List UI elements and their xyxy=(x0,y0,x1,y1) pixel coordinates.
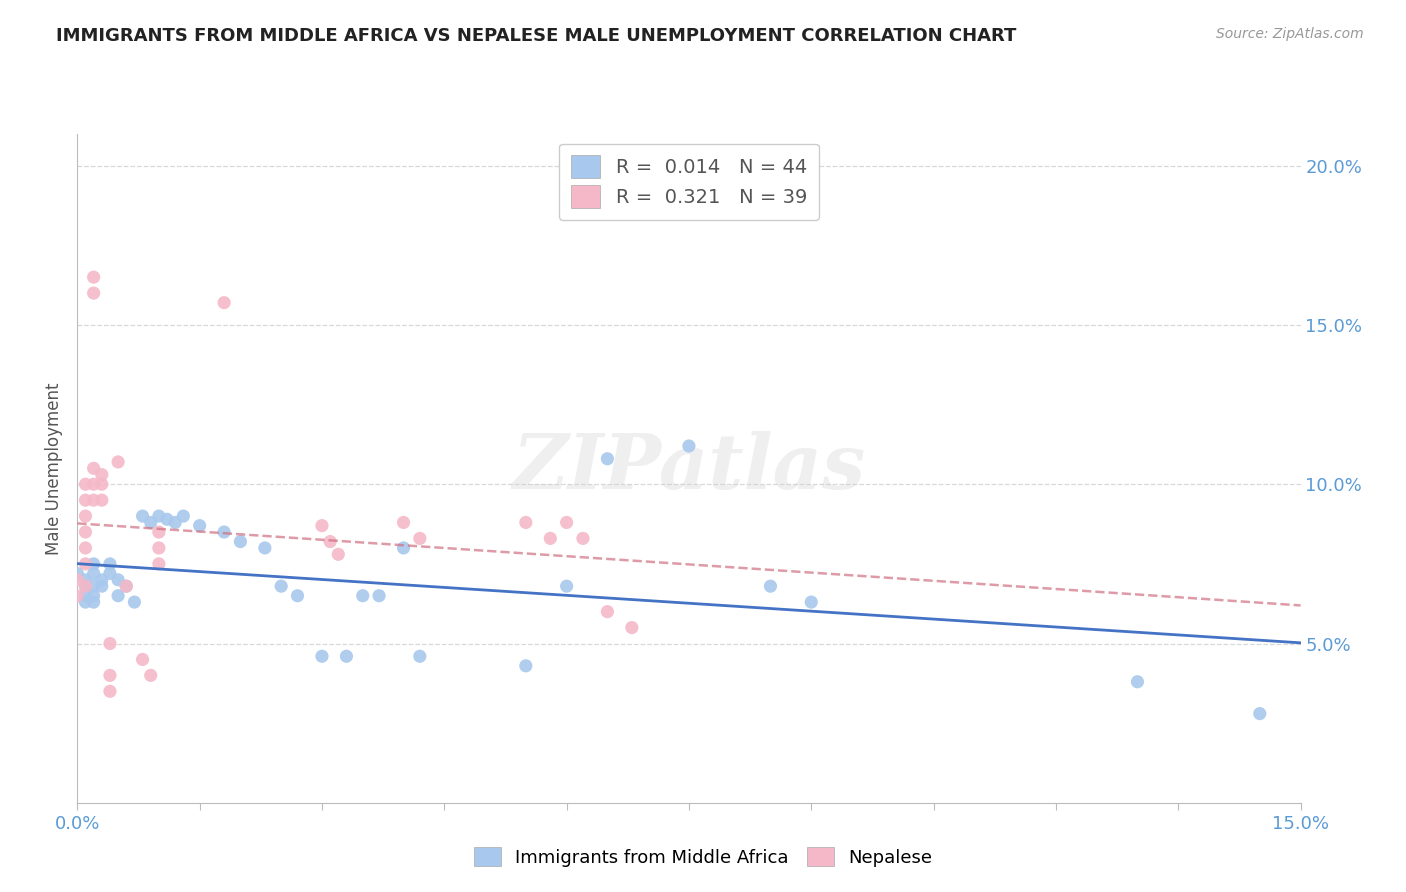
Point xyxy=(115,579,138,593)
Point xyxy=(596,451,619,466)
Point xyxy=(555,579,578,593)
Point xyxy=(75,579,97,593)
Point xyxy=(90,573,112,587)
Point xyxy=(212,295,235,310)
Point xyxy=(311,518,333,533)
Point xyxy=(83,270,105,285)
Point xyxy=(75,579,97,593)
Point xyxy=(66,589,89,603)
Point xyxy=(98,557,121,571)
Point xyxy=(270,579,292,593)
Point xyxy=(759,579,782,593)
Point xyxy=(800,595,823,609)
Point xyxy=(75,573,97,587)
Point xyxy=(75,493,97,508)
Point xyxy=(98,566,121,581)
Point xyxy=(66,573,89,587)
Point xyxy=(75,509,97,524)
Point xyxy=(124,595,146,609)
Point xyxy=(148,557,170,571)
Point xyxy=(90,467,112,482)
Legend: Immigrants from Middle Africa, Nepalese: Immigrants from Middle Africa, Nepalese xyxy=(467,840,939,874)
Point xyxy=(172,509,194,524)
Point xyxy=(66,566,89,581)
Point xyxy=(98,668,121,682)
Y-axis label: Male Unemployment: Male Unemployment xyxy=(45,382,63,555)
Point xyxy=(1126,674,1149,689)
Point xyxy=(328,547,350,561)
Point xyxy=(409,532,432,546)
Point xyxy=(515,516,537,530)
Point xyxy=(392,516,415,530)
Point xyxy=(212,524,235,539)
Point xyxy=(148,524,170,539)
Text: IMMIGRANTS FROM MIDDLE AFRICA VS NEPALESE MALE UNEMPLOYMENT CORRELATION CHART: IMMIGRANTS FROM MIDDLE AFRICA VS NEPALES… xyxy=(56,27,1017,45)
Text: Source: ZipAtlas.com: Source: ZipAtlas.com xyxy=(1216,27,1364,41)
Point xyxy=(98,636,121,650)
Point xyxy=(90,477,112,491)
Point xyxy=(678,439,700,453)
Point xyxy=(555,516,578,530)
Point xyxy=(107,589,129,603)
Point xyxy=(131,652,153,666)
Point xyxy=(368,589,391,603)
Point xyxy=(148,509,170,524)
Point xyxy=(156,512,179,526)
Point xyxy=(1249,706,1271,721)
Point xyxy=(115,579,138,593)
Point xyxy=(515,658,537,673)
Point xyxy=(253,541,276,555)
Point xyxy=(165,516,187,530)
Point xyxy=(83,557,105,571)
Point xyxy=(75,589,97,603)
Point xyxy=(75,541,97,555)
Point xyxy=(83,595,105,609)
Point xyxy=(352,589,374,603)
Point xyxy=(83,461,105,475)
Point xyxy=(409,649,432,664)
Point xyxy=(75,524,97,539)
Point xyxy=(107,573,129,587)
Point xyxy=(319,534,342,549)
Point xyxy=(392,541,415,555)
Point xyxy=(83,589,105,603)
Point xyxy=(83,493,105,508)
Point xyxy=(139,668,162,682)
Point xyxy=(139,516,162,530)
Text: ZIPatlas: ZIPatlas xyxy=(512,432,866,505)
Point xyxy=(335,649,357,664)
Point xyxy=(83,579,105,593)
Point xyxy=(75,477,97,491)
Point xyxy=(596,605,619,619)
Point xyxy=(572,532,595,546)
Point xyxy=(229,534,252,549)
Point xyxy=(83,566,105,581)
Point xyxy=(90,493,112,508)
Point xyxy=(107,455,129,469)
Point xyxy=(311,649,333,664)
Point xyxy=(75,595,97,609)
Point xyxy=(90,579,112,593)
Point xyxy=(131,509,153,524)
Point xyxy=(83,477,105,491)
Point xyxy=(188,518,211,533)
Point xyxy=(620,621,643,635)
Point xyxy=(75,557,97,571)
Legend: R =  0.014   N = 44, R =  0.321   N = 39: R = 0.014 N = 44, R = 0.321 N = 39 xyxy=(560,144,818,219)
Point xyxy=(287,589,309,603)
Point xyxy=(98,684,121,698)
Point xyxy=(538,532,561,546)
Point xyxy=(148,541,170,555)
Point xyxy=(83,286,105,301)
